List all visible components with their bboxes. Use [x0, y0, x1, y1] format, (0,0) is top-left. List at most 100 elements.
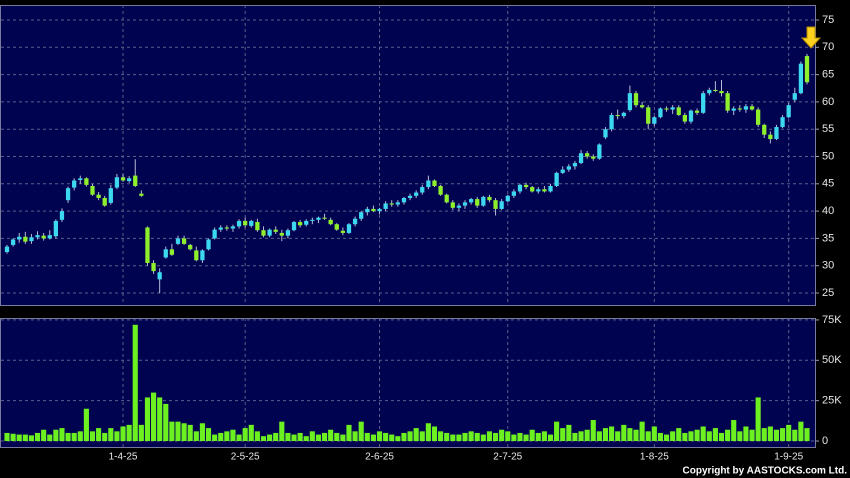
volume-bar [328, 429, 334, 442]
volume-bar [181, 423, 187, 442]
candle-body [389, 203, 394, 205]
volume-bar [444, 432, 450, 442]
volume-bar [395, 436, 401, 442]
volume-bar [792, 429, 798, 442]
candle-body [285, 230, 291, 236]
candle-body [181, 238, 187, 244]
candle-body [694, 110, 700, 113]
x-tick-label: 1-8-25 [640, 452, 669, 463]
candle-body [456, 205, 462, 208]
volume-bar [175, 421, 181, 442]
volume-bar [615, 431, 621, 442]
candle-body [377, 208, 382, 212]
volume-bar [749, 429, 755, 442]
y-tick-label: 60 [822, 96, 834, 108]
volume-bar [102, 432, 108, 442]
candle-body [72, 180, 77, 188]
candle-body [102, 197, 107, 206]
candle-body [340, 230, 346, 233]
volume-bar [315, 434, 322, 442]
y-tick-label: 50 [822, 150, 834, 162]
candle-body [90, 185, 95, 195]
candle-body [310, 219, 315, 221]
marker-arrow [800, 26, 822, 49]
candle-body [29, 237, 34, 242]
volume-bar [10, 433, 16, 442]
candle-body [731, 108, 736, 111]
x-tick-label: 2-5-25 [231, 452, 260, 463]
y-tick-label: 75K [822, 314, 842, 326]
volume-bar [657, 432, 663, 442]
volume-bar [108, 428, 114, 442]
candle-body [218, 227, 223, 230]
volume-bar [120, 426, 126, 442]
volume-bar [419, 431, 425, 442]
volume-bar [474, 432, 480, 442]
y-tick-label: 35 [822, 232, 834, 244]
candle-body [536, 189, 541, 192]
candle-body [188, 244, 193, 250]
volume-bar [83, 408, 89, 442]
volume-bar [731, 420, 737, 442]
candle-body [444, 194, 449, 203]
volume-bar [468, 431, 474, 442]
volume-bar [627, 428, 633, 442]
volume-bar [218, 432, 224, 442]
volume-bar [486, 431, 493, 442]
candle-body [786, 105, 791, 118]
volume-bar [688, 431, 694, 442]
x-tick-label: 1-4-25 [109, 452, 138, 463]
volume-bar [462, 432, 468, 442]
candle-body [35, 235, 40, 238]
volume-bar [212, 434, 218, 442]
volume-bar [169, 421, 175, 442]
candle-body [707, 89, 712, 94]
copyright: Copyright by AASTOCKS.com Ltd. [683, 466, 848, 477]
candle-body [798, 63, 804, 94]
candle-body [53, 220, 58, 237]
y-tick-label: 50K [822, 354, 842, 366]
volume-bar [743, 426, 749, 442]
candle-body [682, 115, 687, 122]
candle-body [206, 239, 211, 250]
volume-bar [492, 432, 499, 442]
candle-body [10, 239, 16, 245]
candle-body [749, 106, 755, 110]
y-tick-label: 25K [822, 395, 842, 407]
volume-bar [773, 429, 780, 442]
x-tick-label: 2-6-25 [365, 452, 394, 463]
candle-body [212, 229, 217, 239]
volume-bar [737, 431, 743, 442]
volume-bar [383, 432, 389, 442]
candle-body [96, 194, 101, 198]
x-tick-label: 1-9-25 [774, 452, 803, 463]
volume-bar [334, 432, 340, 442]
volume-bar [65, 432, 71, 442]
volume-bar [676, 428, 682, 442]
volume-bar [199, 423, 205, 442]
volume-bar [248, 424, 254, 442]
volume-bar [767, 426, 773, 442]
candle-body [713, 89, 718, 91]
candle-body [450, 202, 455, 208]
candle-body [352, 218, 358, 225]
candle-body [530, 187, 535, 192]
candle-body [517, 184, 523, 192]
candle-body [139, 193, 144, 196]
volume-bar [291, 434, 297, 442]
candle-body [804, 56, 810, 83]
volume-bar [236, 434, 242, 442]
volume-bar [187, 424, 193, 442]
volume-bar [529, 429, 535, 442]
y-tick-label: 40 [822, 205, 834, 217]
candle-body [145, 227, 150, 263]
candle-body [499, 201, 504, 209]
volume-bar [682, 432, 688, 442]
candle-body [127, 178, 132, 182]
volume-bar [572, 432, 578, 442]
volume-bar [621, 424, 627, 442]
candle-body [639, 105, 645, 108]
volume-bar [523, 434, 529, 442]
volume-bar [16, 434, 22, 442]
